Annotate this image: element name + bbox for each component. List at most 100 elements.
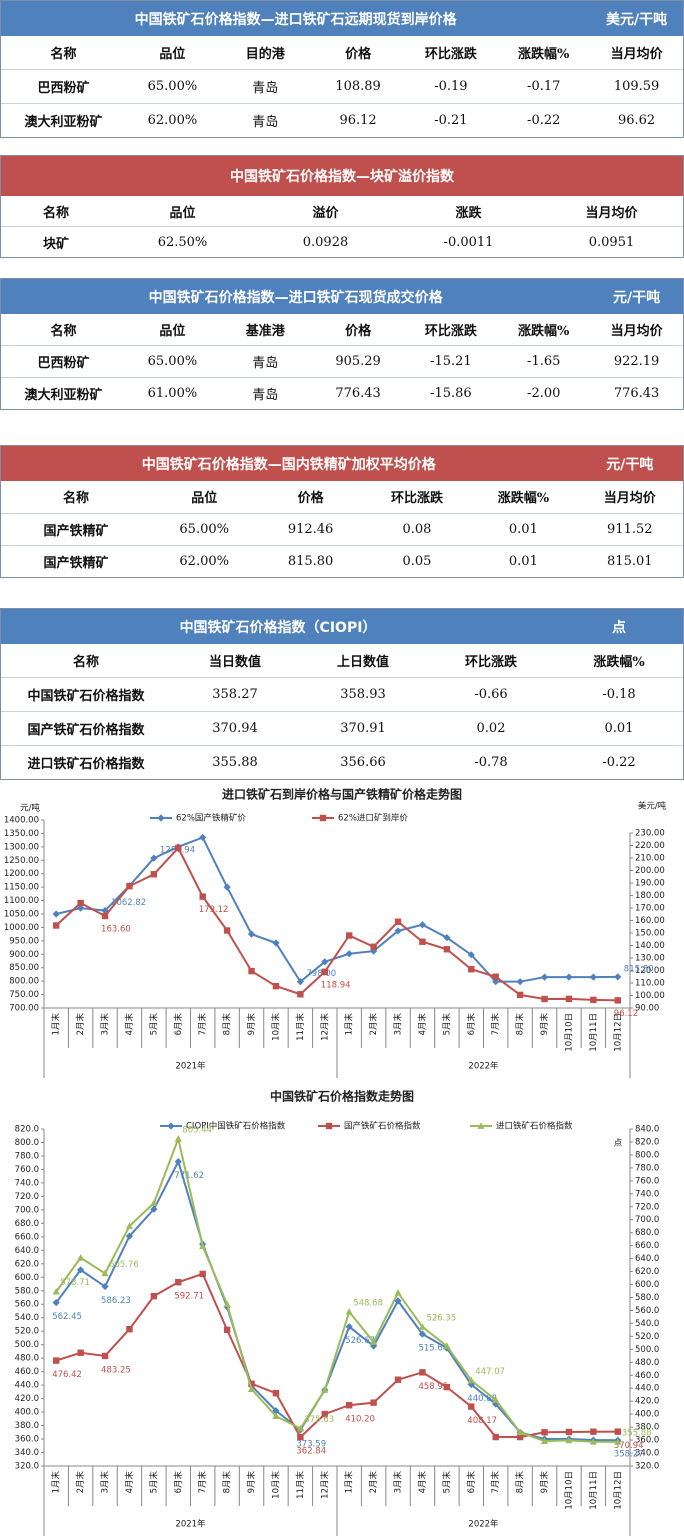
y2-tick-label: 130.00: [635, 954, 665, 964]
x-tick-label: 6月末: [466, 1013, 477, 1036]
point: [77, 1349, 84, 1356]
x-tick-label: 6月末: [466, 1471, 477, 1494]
y-tick-label: 500.0: [15, 1340, 39, 1350]
x-tick-label: 4月末: [124, 1013, 135, 1036]
point: [516, 978, 524, 986]
data-label: 771.62: [174, 1171, 204, 1181]
x-group-label: 2022年: [468, 1519, 499, 1530]
data-table: 名称 当日数值 上日数值 环比涨跌 涨跌幅% 中国铁矿石价格指数 358.27 358.93-…: [1, 644, 683, 779]
point: [296, 978, 304, 986]
cell: 青岛: [218, 345, 312, 378]
row-name: 国产铁矿石价格指数: [1, 711, 171, 746]
table-title: 中国铁矿石价格指数—块矿溢价指数: [230, 169, 454, 185]
legend-marker: [167, 1122, 175, 1130]
cell: 776.43: [613, 385, 660, 401]
column-header: 目的港: [218, 36, 312, 71]
point: [419, 1369, 426, 1376]
header-row: 名称 当日数值 上日数值 环比涨跌 涨跌幅%: [1, 644, 683, 679]
y-tick-label: 1250.00: [4, 856, 39, 866]
y2-axis-title: 美元/吨: [638, 801, 667, 812]
point: [52, 1288, 60, 1295]
point: [540, 1437, 549, 1444]
x-tick-label: 1月末: [51, 1471, 62, 1494]
column-header: 品位: [151, 481, 258, 514]
y-tick-label: 760.0: [15, 1165, 39, 1175]
point: [419, 938, 426, 945]
point: [321, 968, 328, 976]
y2-tick-label: 380.0: [635, 1423, 659, 1433]
column-header: 品位: [126, 36, 219, 71]
x-tick-label: 12月末: [319, 1471, 330, 1499]
table-header: 中国铁矿石价格指数（CIOPI） 点: [1, 609, 683, 644]
column-header: 价格: [257, 481, 364, 514]
column-header: 涨跌: [397, 196, 540, 227]
point: [443, 1342, 451, 1349]
cell: 0.0951: [588, 234, 635, 250]
column-header: 当月均价: [590, 314, 683, 347]
x-tick-label: 6月末: [173, 1013, 184, 1036]
x-tick-label: 10月10日: [564, 1013, 574, 1052]
y2-tick-label: 580.0: [635, 1293, 659, 1303]
x-tick-label: 10月12日: [613, 1471, 623, 1510]
y2-tick-label: 500.0: [635, 1345, 659, 1355]
point: [77, 1254, 85, 1261]
x-tick-label: 10月末: [270, 1013, 281, 1041]
x-tick-label: 3月末: [393, 1471, 404, 1494]
column-header: 名称: [1, 644, 171, 679]
data-label: 562.45: [52, 1312, 82, 1322]
point: [174, 1135, 182, 1142]
x-tick-label: 2月末: [75, 1013, 86, 1036]
x-tick-label: 5月末: [148, 1013, 159, 1036]
legend-marker: [325, 1122, 333, 1130]
table-unit: 点: [612, 619, 626, 636]
cell: 922.19: [590, 345, 683, 378]
column-header: 名称: [1, 314, 126, 347]
point: [370, 1342, 378, 1350]
point: [223, 883, 231, 891]
data-label: 815.80: [624, 964, 654, 974]
y-tick-label: 1400.00: [4, 816, 39, 826]
y-tick-label: 1350.00: [4, 829, 39, 839]
data-row: 中国铁矿石价格指数 358.27 358.93 -0.66 -0.18: [1, 677, 683, 712]
point: [150, 1292, 158, 1300]
point: [77, 1266, 85, 1274]
legend-label: 62%进口矿到岸价: [338, 813, 408, 824]
cell: 0.01: [555, 711, 683, 746]
y-tick-label: 520.0: [15, 1327, 39, 1337]
cell: 62.00%: [147, 112, 198, 128]
y-tick-label: 480.0: [15, 1354, 39, 1364]
cell: 青岛: [252, 387, 279, 403]
x-tick-label: 5月末: [148, 1471, 159, 1494]
point: [321, 1410, 328, 1418]
data-table: 名称 品位 基准港 价格 环比涨跌 涨跌幅% 当月均价 巴西粉矿 65.00% 青岛 905.29-…: [1, 314, 683, 409]
point: [590, 1428, 597, 1435]
point: [272, 982, 280, 990]
y-tick-label: 700.00: [9, 1004, 39, 1014]
cell: 109.59: [590, 69, 683, 104]
y2-tick-label: 840.0: [635, 1125, 659, 1135]
point: [565, 973, 573, 981]
x-tick-label: 7月末: [490, 1013, 501, 1036]
cell: 370.91: [299, 711, 427, 746]
y2-tick-label: 820.0: [635, 1137, 659, 1147]
point: [516, 1428, 524, 1436]
y-tick-label: 340.0: [15, 1448, 39, 1458]
cell: -0.22: [602, 754, 636, 770]
x-tick-label: 9月末: [539, 1013, 550, 1036]
column-header: 环比涨跌: [427, 644, 555, 679]
x-tick-label: 3月末: [100, 1471, 111, 1494]
point: [614, 1438, 622, 1445]
column-header: 品位: [126, 314, 219, 347]
y2-tick-label: 460.0: [635, 1371, 659, 1381]
point: [321, 1386, 329, 1393]
data-label: 476.42: [52, 1370, 82, 1380]
series-line: [55, 836, 618, 984]
column-header: 价格: [311, 314, 405, 347]
point: [541, 995, 548, 1003]
legend-label: 国产铁矿石价格指数: [344, 1121, 421, 1132]
y2-tick-label: 140.00: [635, 941, 665, 951]
data-table: 名称 品位 目的港 价格 环比涨跌 涨跌幅% 当月均价 巴西粉矿 65.00% 青岛 108.89-…: [1, 36, 683, 137]
column-header: 品位: [111, 196, 254, 227]
data-label: 548.68: [353, 1298, 383, 1308]
point: [468, 1403, 475, 1410]
